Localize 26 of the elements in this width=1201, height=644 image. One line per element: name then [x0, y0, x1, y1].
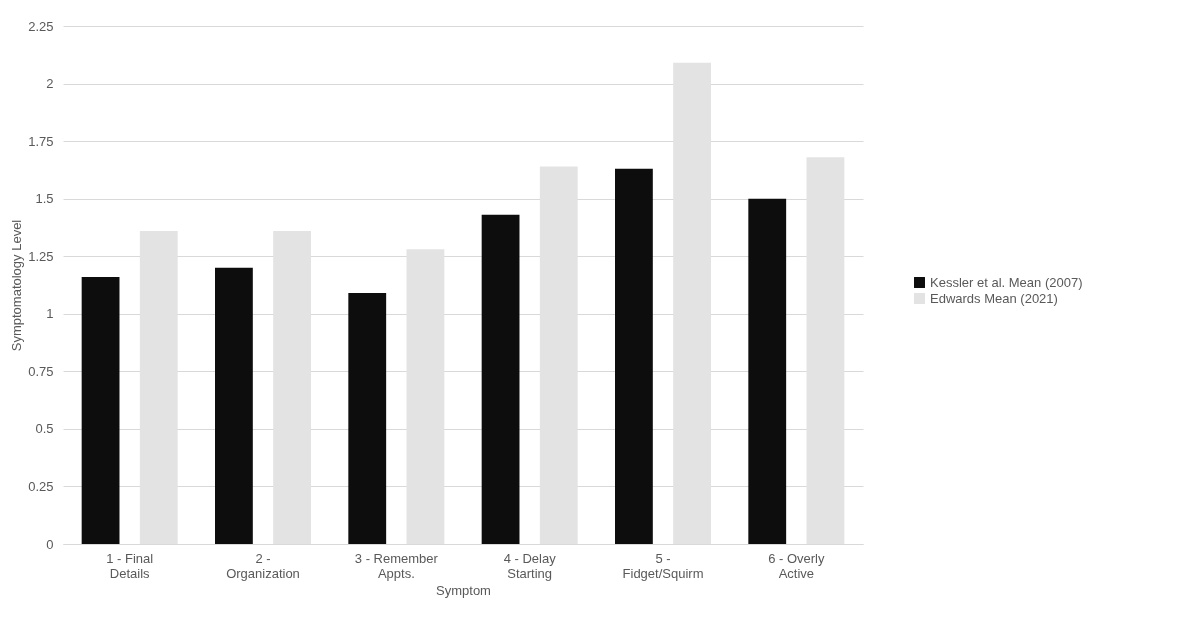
bar [348, 293, 387, 544]
bar [215, 267, 253, 544]
bar [81, 276, 120, 544]
y-tick-label: 0.25 [28, 478, 54, 494]
y-tick-label: 1.75 [28, 133, 54, 149]
y-tick-label: 2.25 [28, 18, 54, 34]
y-tick-label: 1.25 [28, 248, 54, 264]
y-tick-label: 0.5 [35, 421, 54, 437]
y-tick-label: 2 [46, 76, 54, 92]
bar [481, 214, 520, 544]
bar [748, 198, 787, 544]
x-tick-label: 4 - Delay Starting [503, 550, 557, 581]
x-tick-label: 5 - Fidget/Squirm [622, 550, 704, 581]
bar [615, 168, 653, 544]
legend-label: Edwards Mean (2021) [930, 290, 1058, 306]
x-tick-label: 6 - Overly Active [768, 550, 825, 581]
y-tick-label: 0.75 [28, 363, 54, 379]
y-tick-label: 1.5 [35, 191, 54, 207]
x-axis-title: Symptom [436, 582, 491, 598]
x-tick-label: 2 - Organization [226, 550, 300, 581]
y-axis-title: Symptomatology Level [9, 219, 25, 352]
x-tick-label: 1 - Final Details [106, 550, 154, 581]
y-tick-label: 1 [46, 306, 54, 322]
y-tick-label: 0 [46, 536, 54, 552]
legend-label: Kessler et al. Mean (2007) [930, 274, 1083, 290]
x-tick-label: 3 - Remember Appts. [354, 550, 439, 581]
